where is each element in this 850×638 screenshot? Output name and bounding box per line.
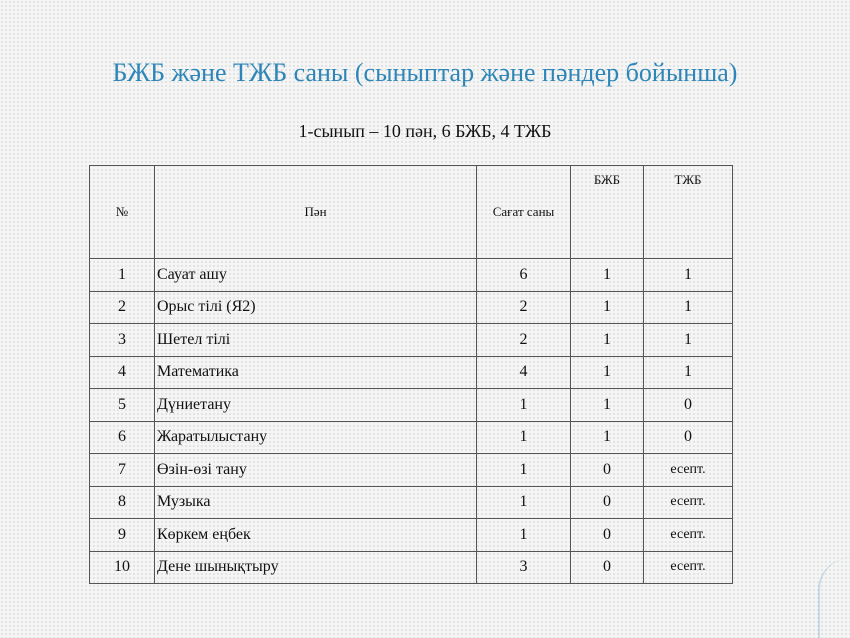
cell-hours: 1: [476, 453, 571, 487]
slide-title: БЖБ және ТЖБ саны (сыныптар және пәндер …: [112, 58, 738, 87]
cell-number: 3: [89, 323, 155, 357]
cell-bzhb: 1: [570, 388, 644, 422]
cell-hours: 1: [476, 420, 571, 454]
table-row: 7 Өзін-өзі тану 1 0 есепт.: [89, 453, 733, 487]
cell-tzhb: есепт.: [643, 485, 733, 519]
cell-hours: 2: [476, 290, 571, 324]
cell-subject: Дүниетану: [154, 388, 477, 422]
slide-subtitle: 1-сынып – 10 пән, 6 БЖБ, 4 ТЖБ: [298, 121, 552, 141]
cell-number: 8: [89, 485, 155, 519]
header-subject: Пән: [154, 165, 477, 259]
cell-hours: 2: [476, 323, 571, 357]
cell-bzhb: 1: [570, 420, 644, 454]
cell-tzhb: 0: [643, 420, 733, 454]
cell-number: 9: [89, 518, 155, 552]
cell-hours: 6: [476, 258, 571, 292]
header-bzhb: БЖБ: [570, 165, 644, 259]
cell-subject: Музыка: [154, 485, 477, 519]
cell-tzhb: 1: [643, 290, 733, 324]
cell-tzhb: есепт.: [643, 550, 733, 584]
cell-tzhb: 1: [643, 323, 733, 357]
cell-number: 6: [89, 420, 155, 454]
table-row: 2 Орыс тілі (Я2) 2 1 1: [89, 290, 733, 324]
cell-number: 5: [89, 388, 155, 422]
cell-subject: Көркем еңбек: [154, 518, 477, 552]
decorative-curve: [818, 558, 850, 638]
cell-subject: Шетел тілі: [154, 323, 477, 357]
header-hours: Сағат саны: [476, 165, 571, 259]
cell-number: 10: [89, 550, 155, 584]
cell-tzhb: 1: [643, 258, 733, 292]
cell-tzhb: 0: [643, 388, 733, 422]
cell-subject: Жаратылыстану: [154, 420, 477, 454]
table-row: 8 Музыка 1 0 есепт.: [89, 485, 733, 519]
cell-subject: Дене шынықтыру: [154, 550, 477, 584]
cell-subject: Орыс тілі (Я2): [154, 290, 477, 324]
cell-number: 1: [89, 258, 155, 292]
cell-subject: Математика: [154, 355, 477, 389]
table-header-row: № Пән Сағат саны БЖБ ТЖБ: [89, 165, 733, 259]
cell-subject: Сауат ашу: [154, 258, 477, 292]
cell-bzhb: 0: [570, 453, 644, 487]
cell-hours: 1: [476, 518, 571, 552]
table-row: 10 Дене шынықтыру 3 0 есепт.: [89, 550, 733, 584]
table-row: 9 Көркем еңбек 1 0 есепт.: [89, 518, 733, 552]
table-row: 1 Сауат ашу 6 1 1: [89, 258, 733, 292]
cell-hours: 4: [476, 355, 571, 389]
cell-bzhb: 1: [570, 258, 644, 292]
table-row: 6 Жаратылыстану 1 1 0: [89, 420, 733, 454]
cell-bzhb: 0: [570, 485, 644, 519]
table-row: 4 Математика 4 1 1: [89, 355, 733, 389]
cell-bzhb: 1: [570, 290, 644, 324]
cell-number: 2: [89, 290, 155, 324]
header-tzhb: ТЖБ: [643, 165, 733, 259]
cell-number: 7: [89, 453, 155, 487]
cell-tzhb: есепт.: [643, 453, 733, 487]
cell-tzhb: есепт.: [643, 518, 733, 552]
cell-bzhb: 1: [570, 355, 644, 389]
header-number: №: [89, 165, 155, 259]
cell-subject: Өзін-өзі тану: [154, 453, 477, 487]
table-row: 5 Дүниетану 1 1 0: [89, 388, 733, 422]
cell-hours: 1: [476, 485, 571, 519]
cell-bzhb: 0: [570, 550, 644, 584]
cell-hours: 3: [476, 550, 571, 584]
subjects-table: № Пән Сағат саны БЖБ ТЖБ 1 Сауат ашу 6 1 1 2 О…: [89, 165, 733, 584]
cell-bzhb: 0: [570, 518, 644, 552]
cell-number: 4: [89, 355, 155, 389]
cell-bzhb: 1: [570, 323, 644, 357]
cell-tzhb: 1: [643, 355, 733, 389]
cell-hours: 1: [476, 388, 571, 422]
table-row: 3 Шетел тілі 2 1 1: [89, 323, 733, 357]
